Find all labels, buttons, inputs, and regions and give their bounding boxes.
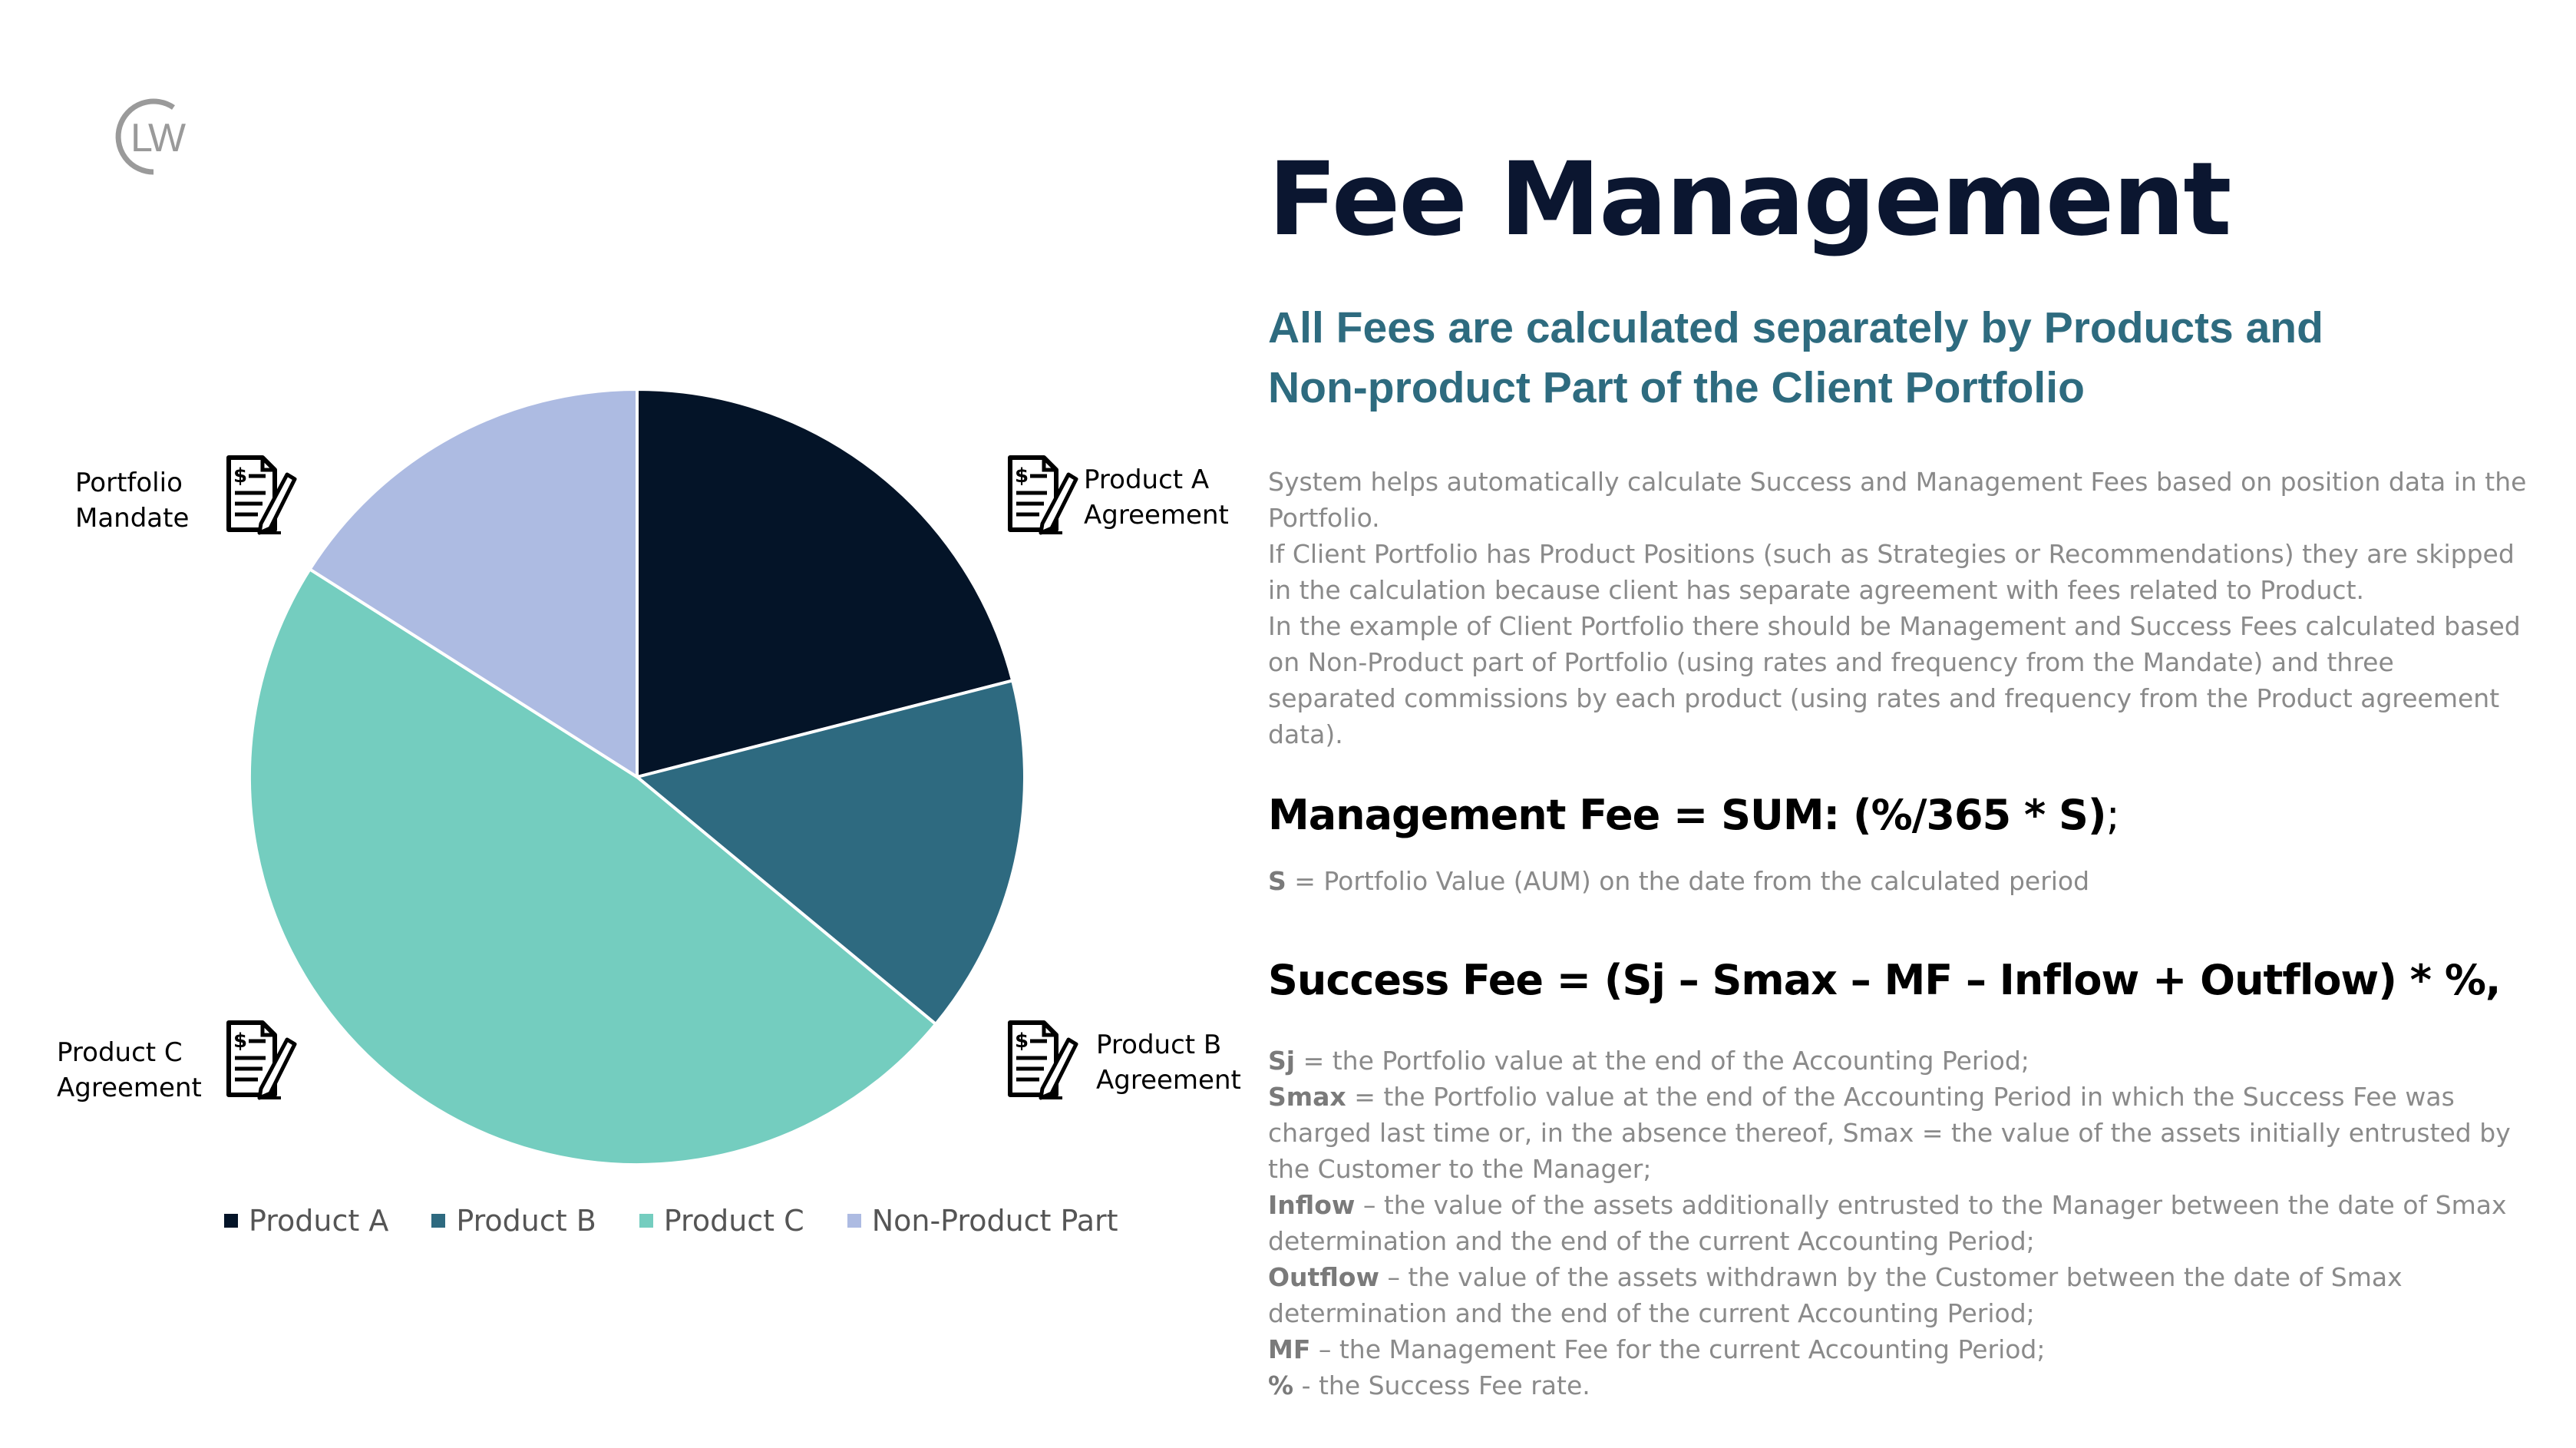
- management-fee-formula: Management Fee = SUM: (%/365 * S);: [1268, 791, 2120, 839]
- contract-icon: [215, 453, 299, 537]
- definition-item: Inflow – the value of the assets additio…: [1268, 1190, 2507, 1256]
- logo-text: LW: [130, 116, 186, 160]
- description-paragraph: In the example of Client Portfolio there…: [1268, 611, 2521, 749]
- product-b-agreement-label: Product B Agreement: [1096, 1030, 1241, 1096]
- legend-swatch: [431, 1214, 446, 1228]
- definition-item: MF – the Management Fee for the current …: [1268, 1334, 2046, 1364]
- legend-item-product-c: Product C: [639, 1204, 804, 1238]
- success-fee-formula: Success Fee = (Sj – Smax – MF – Inflow +…: [1268, 956, 2501, 1004]
- product-c-agreement-label: Product C Agreement: [57, 1037, 202, 1103]
- legend-item-product-b: Product B: [431, 1204, 596, 1238]
- legend-label: Non-Product Part: [871, 1204, 1118, 1238]
- portfolio-mandate-label: Portfolio Mandate: [75, 468, 190, 534]
- contract-icon: [215, 1018, 299, 1103]
- management-fee-note: S = Portfolio Value (AUM) on the date fr…: [1268, 866, 2090, 896]
- legend-swatch: [224, 1214, 238, 1228]
- pie-slice-product-b: [633, 678, 1026, 1026]
- description: System helps automatically calculate Suc…: [1268, 464, 2527, 752]
- legend-swatch: [847, 1214, 861, 1228]
- pie-slice-product-c: [248, 567, 938, 1167]
- product-a-agreement-label: Product A Agreement: [1084, 464, 1229, 531]
- page-subtitle: All Fees are calculated separately by Pr…: [1268, 303, 2323, 412]
- definition-item: Sj = the Portfolio value at the end of t…: [1268, 1046, 2029, 1076]
- pie-slice-non-product-part: [307, 387, 639, 780]
- legend-label: Product B: [456, 1204, 596, 1238]
- legend-item-non-product: Non-Product Part: [847, 1204, 1118, 1238]
- definition-item: Outflow – the value of the assets withdr…: [1268, 1262, 2403, 1328]
- contract-icon: [996, 1018, 1081, 1103]
- pie-chart: [248, 387, 1026, 1167]
- success-fee-definitions: Sj = the Portfolio value at the end of t…: [1268, 1043, 2542, 1403]
- chart-legend: Product A Product B Product C Non-Produc…: [224, 1204, 1118, 1238]
- definition-item: % - the Success Fee rate.: [1268, 1370, 1590, 1400]
- legend-label: Product A: [249, 1204, 389, 1238]
- pie-slice-product-a: [636, 387, 1015, 779]
- legend-swatch: [639, 1214, 653, 1228]
- legend-item-product-a: Product A: [224, 1204, 388, 1238]
- description-paragraph: If Client Portfolio has Product Position…: [1268, 539, 2515, 605]
- definition-item: Smax = the Portfolio value at the end of…: [1268, 1082, 2511, 1184]
- description-paragraph: System helps automatically calculate Suc…: [1268, 467, 2527, 533]
- logo-mark: [115, 98, 175, 175]
- contract-icon: [996, 453, 1081, 537]
- page-title: Fee Management: [1268, 141, 2231, 259]
- legend-label: Product C: [663, 1204, 804, 1238]
